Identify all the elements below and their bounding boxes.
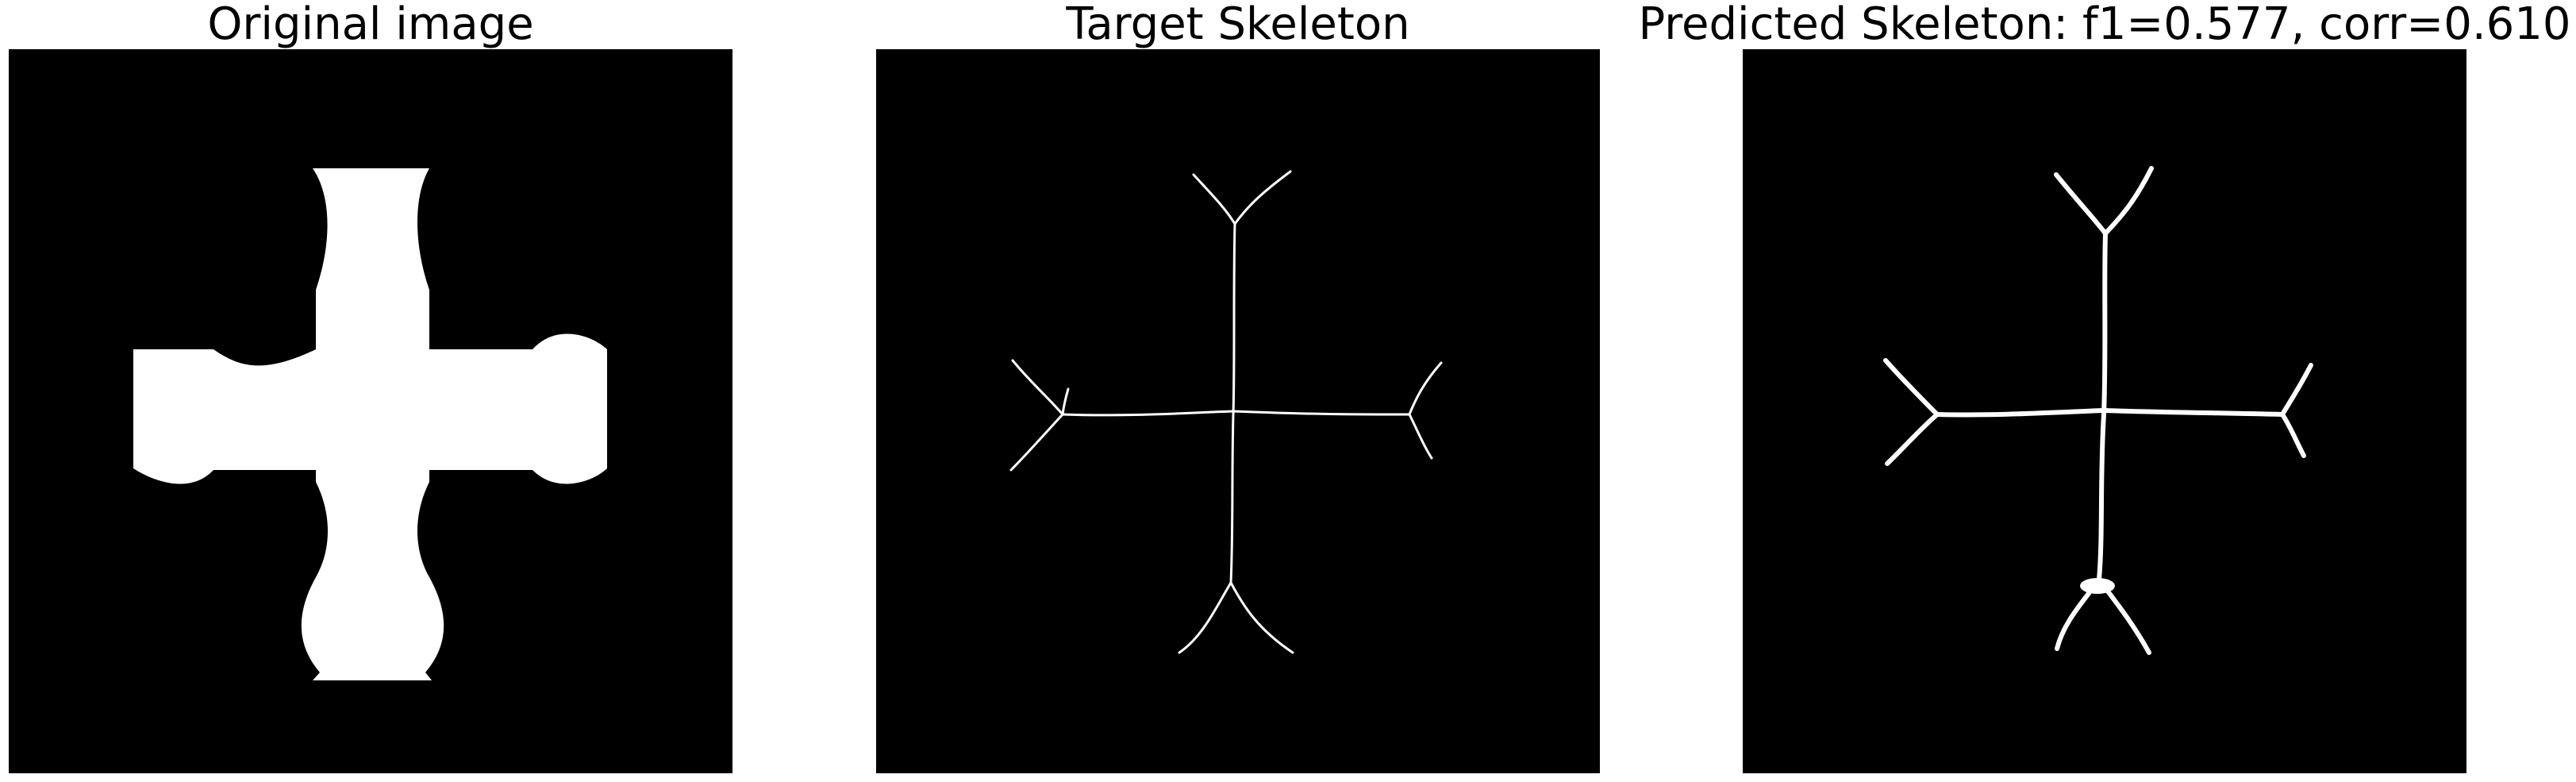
target-skeleton-image (876, 49, 1600, 773)
panel-target-skeleton: Target Skeleton (876, 0, 1600, 782)
original-image (9, 49, 732, 773)
target-skeleton-lines (1009, 170, 1443, 654)
panel-title-target: Target Skeleton (1066, 0, 1410, 50)
panel-title-original: Original image (207, 0, 534, 50)
panel-title-predicted: Predicted Skeleton: f1=0.577, corr=0.610 (1638, 0, 2571, 50)
panel-original-image: Original image (9, 0, 732, 782)
predicted-skeleton-image (1743, 49, 2466, 773)
predicted-skeleton-lines (1883, 166, 2313, 655)
predicted-skeleton-blob (2080, 578, 2115, 594)
cross-shape (133, 168, 607, 680)
panel-predicted-skeleton: Predicted Skeleton: f1=0.577, corr=0.610 (1638, 0, 2571, 782)
